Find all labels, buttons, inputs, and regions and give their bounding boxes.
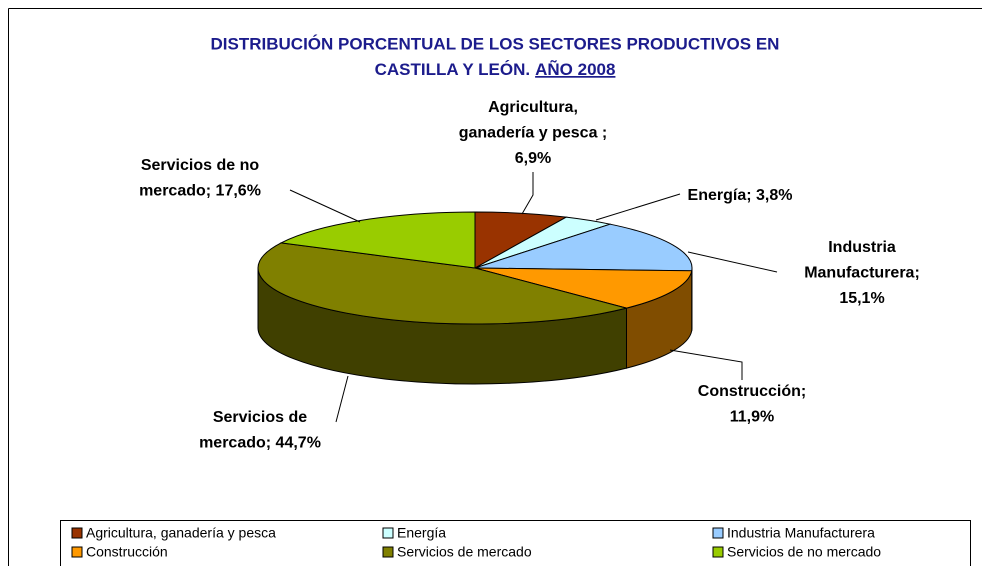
data-label: Construcción; <box>698 383 806 400</box>
legend-label: Energía <box>397 525 446 541</box>
data-label: Servicios de no <box>141 157 259 174</box>
legend-label: Industria Manufacturera <box>727 525 875 541</box>
legend-box <box>60 520 971 566</box>
data-label: Agricultura, <box>488 99 578 116</box>
data-label: 15,1% <box>839 290 884 307</box>
legend-swatch <box>712 546 724 558</box>
pie-slice <box>279 211 476 269</box>
leader-line <box>687 251 778 273</box>
legend-label: Servicios de mercado <box>397 544 532 560</box>
data-label: Servicios de <box>213 409 307 426</box>
data-label: ganadería y pesca ; <box>459 125 608 142</box>
pie-slice <box>257 242 627 325</box>
chart-title: CASTILLA Y LEÓN. AÑO 2008 <box>375 59 616 79</box>
pie-slice <box>474 267 693 309</box>
legend-label: Servicios de no mercado <box>727 544 881 560</box>
legend-label: Construcción <box>86 544 168 560</box>
pie-slice <box>474 223 693 272</box>
data-label: 6,9% <box>515 150 551 167</box>
legend-swatch <box>712 527 724 539</box>
chart-title: CASTILLA Y LEÓN. <box>375 60 531 79</box>
leader-line <box>289 189 361 223</box>
legend-swatch <box>71 527 83 539</box>
data-label: Energía; 3,8% <box>688 187 793 204</box>
data-label: mercado; 17,6% <box>139 183 261 200</box>
legend-swatch <box>71 546 83 558</box>
data-label: mercado; 44,7% <box>199 435 321 452</box>
data-label: Industria <box>828 239 896 256</box>
legend-swatch <box>382 527 394 539</box>
legend-label: Agricultura, ganadería y pesca <box>86 525 276 541</box>
chart-title: AÑO 2008 <box>535 59 615 79</box>
leader-line <box>595 193 681 221</box>
chart-title: DISTRIBUCIÓN PORCENTUAL DE LOS SECTORES … <box>211 34 780 53</box>
legend-swatch <box>382 546 394 558</box>
leader-line <box>335 375 349 423</box>
leader-line <box>521 172 534 215</box>
leader-line <box>669 349 743 380</box>
data-label: Manufacturera; <box>804 265 920 282</box>
data-label: 11,9% <box>730 409 774 426</box>
